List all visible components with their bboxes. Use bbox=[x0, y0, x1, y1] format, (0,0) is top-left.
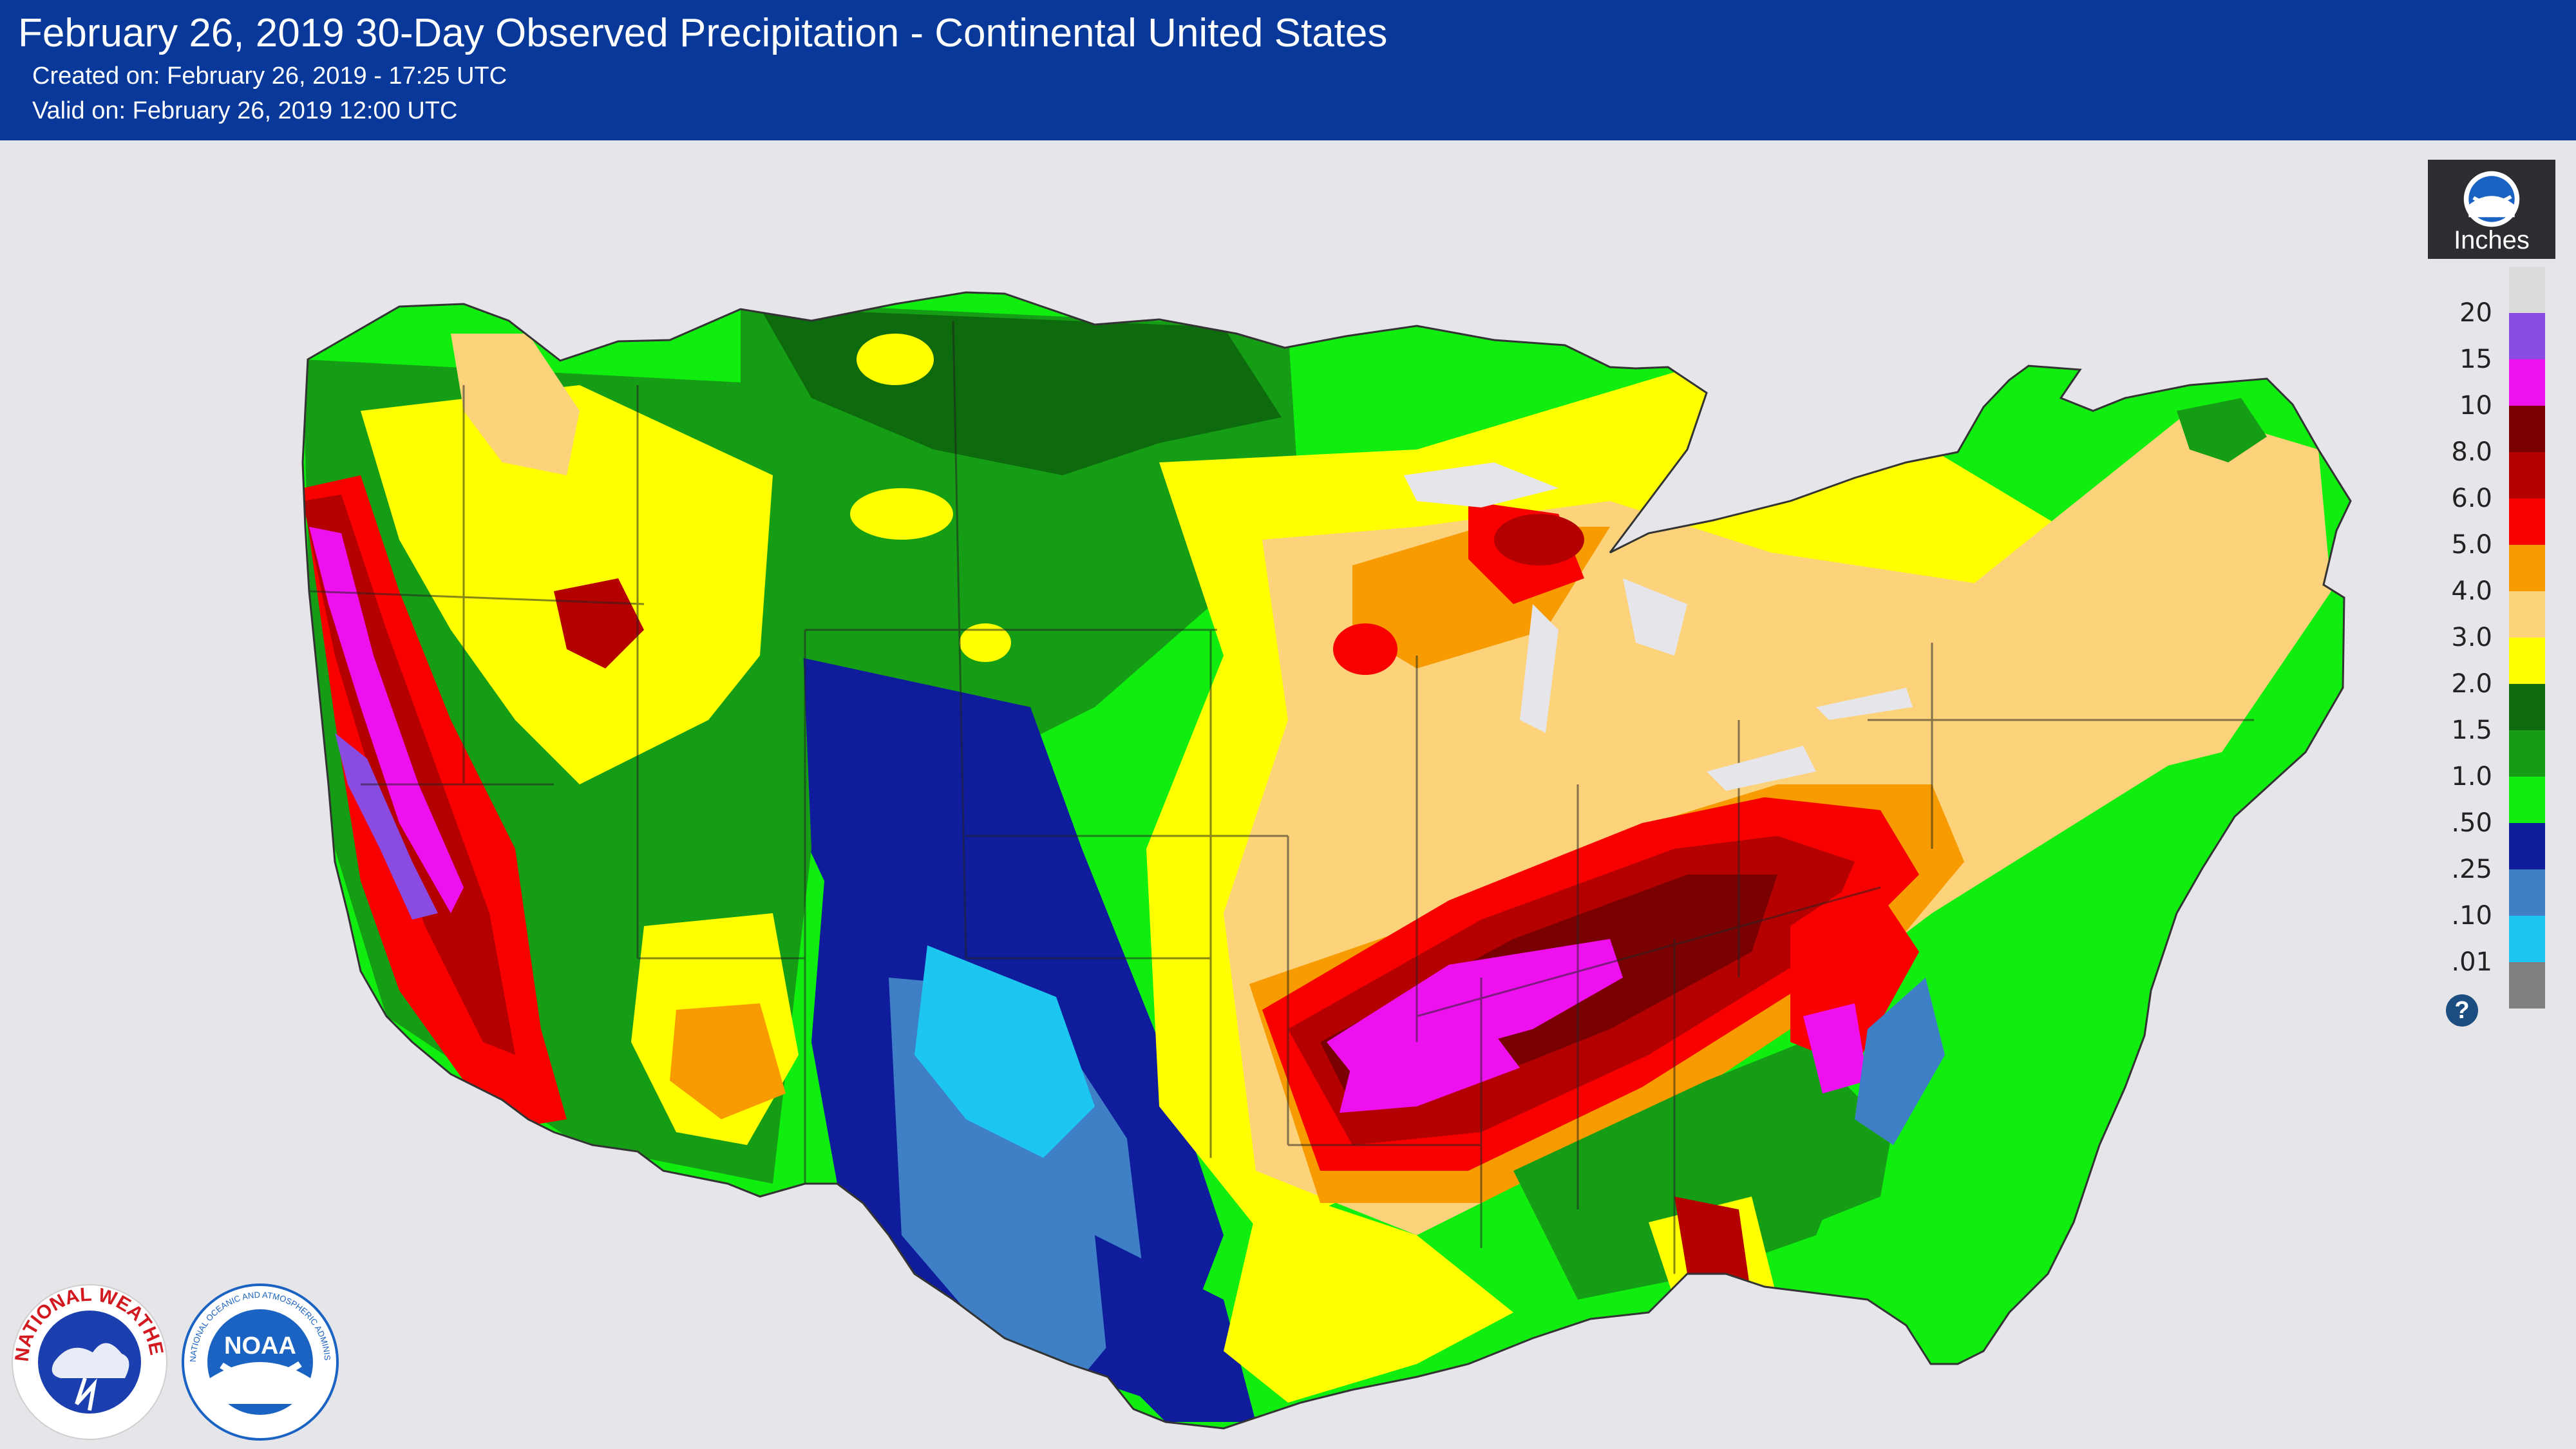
legend-swatch bbox=[2509, 869, 2545, 916]
precip-zone-florida-red bbox=[1674, 1197, 1752, 1364]
precip-zone-michigan-darkred bbox=[1494, 514, 1584, 565]
legend-swatch bbox=[2509, 730, 2545, 777]
precip-zone-chesapeake-magenta bbox=[1803, 1003, 1868, 1094]
legend-swatch bbox=[2509, 498, 2545, 545]
valid-timestamp: Valid on: February 26, 2019 12:00 UTC bbox=[32, 97, 458, 124]
nws-logo: NATIONAL WEATHER SERVICE bbox=[9, 1282, 167, 1440]
precip-zone-gulf-yellow bbox=[1224, 1184, 1513, 1403]
legend-swatch bbox=[2509, 545, 2545, 591]
legend-swatch bbox=[2509, 962, 2545, 1009]
legend-label: 20 bbox=[2459, 298, 2492, 328]
legend-swatch bbox=[2509, 267, 2545, 313]
precip-shading bbox=[301, 291, 2352, 1430]
legend-label: 5.0 bbox=[2451, 530, 2492, 560]
legend-swatch bbox=[2509, 313, 2545, 359]
legend-swatch bbox=[2509, 406, 2545, 452]
legend-label: .10 bbox=[2451, 901, 2492, 931]
precip-zone-atlantic-blue bbox=[1855, 978, 1945, 1145]
precip-zone-wisconsin-red bbox=[1333, 623, 1397, 675]
legend-swatch bbox=[2509, 452, 2545, 498]
legend-label: 1.0 bbox=[2451, 762, 2492, 791]
precip-zone-nd-yellow bbox=[857, 334, 934, 385]
precip-zone-sd-yellow bbox=[960, 623, 1011, 662]
precip-zone-newengland-tan bbox=[1964, 411, 2331, 784]
precip-zone-coast-magenta bbox=[309, 527, 464, 913]
legend-label: 2.0 bbox=[2451, 669, 2492, 699]
state-borders bbox=[308, 320, 2254, 1274]
great-lakes bbox=[1404, 462, 1913, 791]
legend-label: 10 bbox=[2459, 391, 2492, 421]
noaa-logo-text: NOAA bbox=[224, 1332, 296, 1359]
legend-label: .01 bbox=[2451, 947, 2492, 977]
precip-zone-maine-green bbox=[2177, 398, 2267, 462]
legend-swatch bbox=[2509, 591, 2545, 638]
precip-zone-southeast-green bbox=[1513, 1042, 1868, 1300]
precip-zone-mississippi-magenta bbox=[1340, 1016, 1520, 1113]
created-timestamp: Created on: February 26, 2019 - 17:25 UT… bbox=[32, 62, 507, 90]
noaa-logo: NOAA NATIONAL OCEANIC AND ATMOSPHERIC AD… bbox=[176, 1282, 339, 1441]
legend-label: 8.0 bbox=[2451, 437, 2492, 467]
legend-swatch bbox=[2509, 916, 2545, 962]
precip-zone-arizona-orange bbox=[670, 1003, 786, 1119]
precip-zone-texas-cyan bbox=[914, 945, 1095, 1158]
legend-swatch bbox=[2509, 684, 2545, 730]
header-bar: February 26, 2019 30-Day Observed Precip… bbox=[0, 0, 2576, 140]
legend-label: .25 bbox=[2451, 855, 2492, 884]
question-mark-icon[interactable]: ? bbox=[2446, 994, 2478, 1027]
legend-header: Inches bbox=[2428, 160, 2555, 259]
precip-zone-gulf-blue bbox=[1095, 1235, 1256, 1422]
legend-label: 6.0 bbox=[2451, 484, 2492, 513]
precip-zone-montana-yellow bbox=[850, 488, 953, 540]
page-title: February 26, 2019 30-Day Observed Precip… bbox=[18, 11, 1388, 55]
legend-label: 3.0 bbox=[2451, 623, 2492, 652]
legend-label: 1.5 bbox=[2451, 715, 2492, 745]
legend: Inches 20 15 10 8.0 6.0 5.0 4.0 3.0 2.0 1.5 1.0 .50… bbox=[2428, 160, 2557, 1036]
legend-label: .50 bbox=[2451, 808, 2492, 838]
precipitation-map[interactable] bbox=[0, 140, 2421, 1449]
legend-swatch bbox=[2509, 638, 2545, 684]
legend-unit-label: Inches bbox=[2454, 226, 2530, 254]
noaa-emblem-icon bbox=[2463, 171, 2520, 227]
conus-outline bbox=[301, 291, 2352, 1430]
legend-label: 15 bbox=[2459, 345, 2492, 374]
legend-label: 4.0 bbox=[2451, 576, 2492, 606]
legend-swatch bbox=[2509, 823, 2545, 869]
precip-zone-tennessee-magenta bbox=[1327, 939, 1623, 1074]
legend-swatch bbox=[2509, 777, 2545, 823]
precip-zone-west-orange bbox=[451, 334, 580, 475]
legend-swatch bbox=[2509, 359, 2545, 406]
precip-zone-sierra-purple bbox=[335, 733, 438, 920]
